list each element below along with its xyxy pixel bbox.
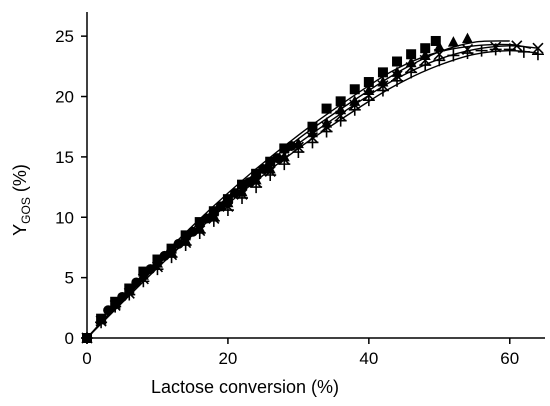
fit-curve-square xyxy=(86,43,532,339)
point-cross-29 xyxy=(532,42,544,54)
point-square-18 xyxy=(349,84,360,95)
y-axis-title-main: Y xyxy=(10,224,30,236)
point-triangle-25 xyxy=(433,41,445,52)
y-tick-label-15: 15 xyxy=(55,148,74,167)
point-plus-22 xyxy=(391,74,404,87)
point-square-11 xyxy=(237,179,248,190)
point-plus-32 xyxy=(531,48,544,61)
point-plus-24 xyxy=(419,59,432,72)
point-circle-5 xyxy=(159,250,170,261)
y-tick-label-10: 10 xyxy=(55,208,74,227)
point-plus-29 xyxy=(489,43,502,56)
series-triangle xyxy=(81,32,473,343)
series-cross xyxy=(81,40,544,344)
point-plus-1 xyxy=(95,316,108,329)
y-axis-title: YGOS (%) xyxy=(10,164,33,236)
point-square-17 xyxy=(335,96,346,107)
axis-ticks: 0 5 10 15 20 25 0 20 40 60 xyxy=(55,27,519,368)
point-circle-9 xyxy=(215,201,226,212)
y-tick-label-5: 5 xyxy=(65,269,74,288)
point-circle-2 xyxy=(117,291,128,302)
point-square-21 xyxy=(392,56,403,67)
x-tick-label-60: 60 xyxy=(500,349,519,368)
fit-curve-triangle xyxy=(86,40,510,339)
point-triangle-26 xyxy=(447,36,459,47)
x-tick-label-40: 40 xyxy=(359,349,378,368)
point-plus-19 xyxy=(348,103,361,116)
point-circle-3 xyxy=(131,277,142,288)
series-plus xyxy=(81,43,544,344)
point-plus-27 xyxy=(461,47,474,60)
x-axis-title: Lactose conversion (%) xyxy=(151,377,339,397)
y-axis-title-sub: GOS xyxy=(19,197,33,224)
point-triangle-27 xyxy=(461,32,473,44)
point-circle-14 xyxy=(286,141,297,152)
point-plus-12 xyxy=(250,181,263,194)
point-plus-21 xyxy=(376,84,389,97)
point-circle-8 xyxy=(201,213,212,224)
point-square-23 xyxy=(420,43,431,54)
point-plus-17 xyxy=(320,125,333,138)
point-plus-23 xyxy=(405,66,418,79)
point-plus-15 xyxy=(292,146,305,159)
point-cross-25 xyxy=(433,48,445,60)
point-square-8 xyxy=(194,217,205,228)
point-square-20 xyxy=(377,67,388,78)
y-axis-title-unit: (%) xyxy=(10,164,30,197)
point-square-13 xyxy=(265,156,276,167)
point-square-19 xyxy=(363,77,374,88)
point-circle-7 xyxy=(187,226,198,237)
point-circle-10 xyxy=(229,188,240,199)
point-plus-25 xyxy=(433,54,446,67)
point-circle-11 xyxy=(244,177,255,188)
point-plus-16 xyxy=(306,136,319,149)
point-square-15 xyxy=(307,121,318,132)
x-tick-label-0: 0 xyxy=(82,349,91,368)
point-plus-31 xyxy=(517,45,530,58)
y-tick-label-20: 20 xyxy=(55,88,74,107)
y-tick-label-25: 25 xyxy=(55,27,74,46)
point-plus-14 xyxy=(278,158,291,171)
fit-curve-cross xyxy=(86,45,539,339)
point-plus-11 xyxy=(236,191,249,204)
plot-area xyxy=(81,32,544,344)
point-plus-18 xyxy=(334,114,347,127)
point-circle-4 xyxy=(145,264,156,275)
point-circle-6 xyxy=(173,238,184,249)
point-square-16 xyxy=(321,103,332,114)
point-circle-1 xyxy=(103,305,114,316)
point-plus-20 xyxy=(362,94,375,107)
point-plus-13 xyxy=(264,169,277,181)
point-plus-26 xyxy=(447,49,460,62)
point-square-24 xyxy=(430,35,441,46)
point-triangle-18 xyxy=(335,103,347,115)
point-plus-28 xyxy=(475,44,488,57)
point-square-14 xyxy=(279,143,290,154)
point-plus-30 xyxy=(503,43,516,56)
point-square-22 xyxy=(406,49,417,60)
fit-curve-plus xyxy=(86,49,539,339)
point-circle-13 xyxy=(272,153,283,164)
x-tick-label-20: 20 xyxy=(218,349,237,368)
point-square-12 xyxy=(251,168,262,179)
point-circle-12 xyxy=(258,163,269,174)
y-tick-label-0: 0 xyxy=(65,329,74,348)
